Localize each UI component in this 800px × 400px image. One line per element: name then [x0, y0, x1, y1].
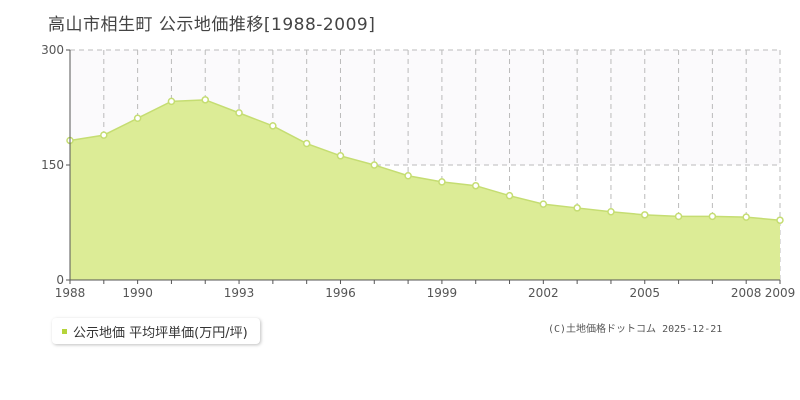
x-tick-label: 2009 — [765, 286, 796, 300]
series-line — [69, 99, 781, 221]
data-point — [235, 109, 243, 117]
data-point — [100, 131, 108, 139]
x-tick-label: 2002 — [528, 286, 559, 300]
data-point — [471, 181, 480, 190]
x-tick-labels: 1988 1990 1993 1996 1999 2002 2005 2008 2009 — [55, 286, 796, 300]
y-tick-labels: 0 150 300 — [41, 43, 64, 287]
data-point — [404, 171, 412, 180]
x-tick-label: 1999 — [427, 286, 458, 300]
x-tick-label: 1996 — [325, 286, 356, 300]
data-point — [674, 212, 683, 221]
data-point — [641, 211, 649, 219]
axes — [66, 49, 781, 284]
data-point — [505, 191, 514, 200]
data-point — [201, 96, 209, 104]
x-tick-label: 1990 — [122, 286, 153, 300]
legend-swatch — [62, 328, 67, 334]
area-fill — [70, 99, 780, 280]
data-point — [708, 212, 717, 221]
x-tick-label: 2008 — [731, 286, 762, 300]
y-tick-label: 0 — [56, 273, 64, 287]
x-tick-label: 2005 — [629, 286, 660, 300]
data-point — [336, 152, 345, 160]
chart-title: 高山市相生町 公示地価推移[1988-2009] — [48, 15, 376, 35]
data-point — [167, 97, 176, 106]
data-point — [133, 114, 142, 122]
data-point — [742, 213, 750, 221]
legend: 公示地価 平均坪単価(万円/坪) — [52, 318, 260, 344]
data-point — [607, 208, 615, 216]
legend-label: 公示地価 平均坪単価(万円/坪) — [73, 325, 248, 341]
data-area — [69, 99, 781, 280]
data-point — [573, 204, 581, 212]
data-point — [370, 161, 379, 169]
x-tick-label: 1993 — [224, 286, 255, 300]
copyright-text: (C)土地価格ドットコム 2025-12-21 — [548, 324, 723, 335]
data-point — [438, 178, 446, 186]
data-point — [539, 200, 548, 208]
data-point — [269, 122, 277, 130]
x-tick-label: 1988 — [55, 286, 86, 300]
data-point — [302, 139, 311, 148]
y-tick-label: 300 — [41, 43, 64, 57]
y-tick-label: 150 — [41, 158, 64, 172]
data-point — [776, 216, 784, 224]
data-markers — [66, 96, 784, 224]
